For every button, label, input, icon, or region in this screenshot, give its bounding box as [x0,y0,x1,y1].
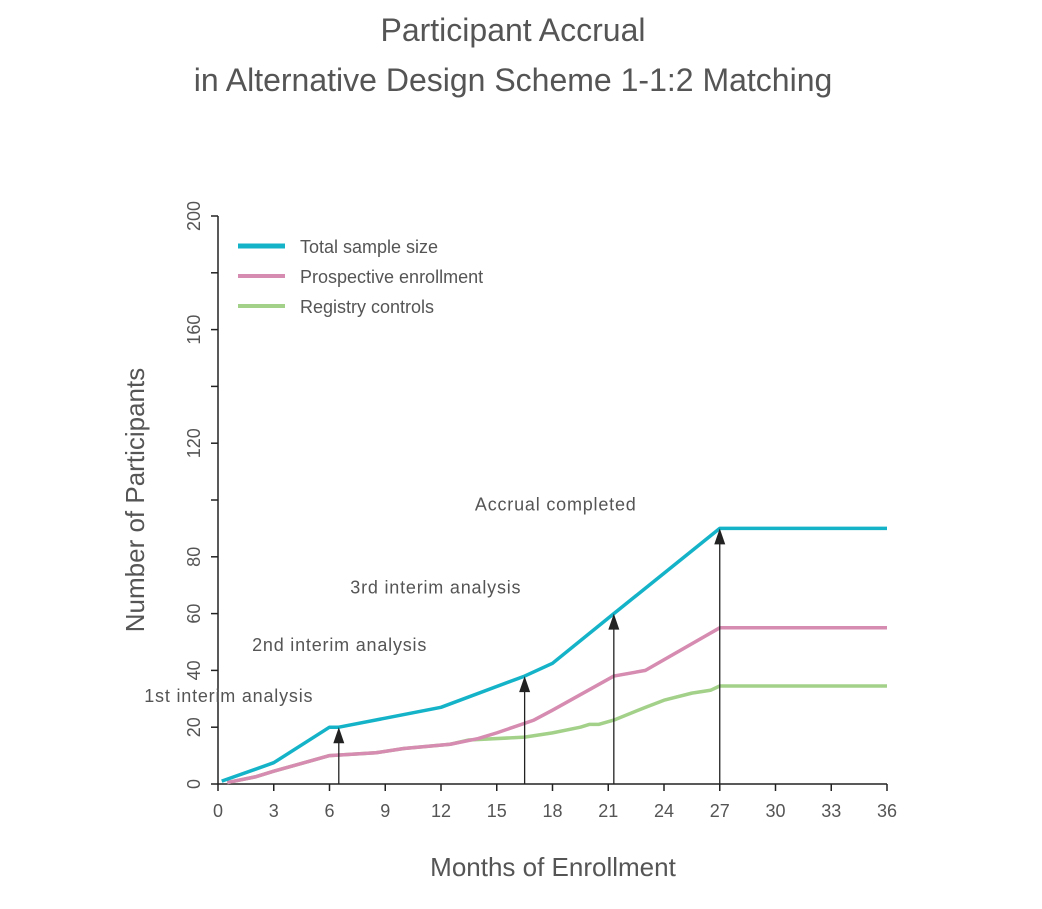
annotation-label: 1st interim analysis [144,686,313,706]
y-tick-label: 60 [184,604,204,624]
series-line-prospective-enrollment [226,626,887,785]
legend-label: Registry controls [300,297,434,317]
annotation-label: Accrual completed [475,494,637,514]
y-tick-label: 80 [184,547,204,567]
x-axis-label: Months of Enrollment [430,852,676,882]
x-tick-label: 18 [542,801,562,821]
x-tick-label: 24 [654,801,674,821]
annotation-arrow-head [519,676,531,693]
chart-title-line-2: in Alternative Design Scheme 1-1:2 Match… [193,62,833,98]
x-tick-label: 3 [269,801,279,821]
y-tick-label: 20 [184,717,204,737]
y-tick-label: 40 [184,660,204,680]
x-tick-label: 21 [598,801,618,821]
chart-title-line-1: Participant Accrual [380,12,646,48]
x-tick-label: 27 [710,801,730,821]
y-tick-label: 200 [184,201,204,231]
x-tick-label: 36 [877,801,897,821]
x-tick-label: 30 [765,801,785,821]
annotation-arrow-head [714,528,726,545]
annotation-arrow-head [333,727,345,744]
series-line-registry-controls [226,684,887,785]
legend-label: Prospective enrollment [300,267,483,287]
y-tick-label: 120 [184,428,204,458]
x-tick-label: 12 [431,801,451,821]
x-tick-label: 6 [324,801,334,821]
annotation-label: 2nd interim analysis [252,635,427,655]
y-tick-label: 160 [184,315,204,345]
y-axis-label: Number of Participants [120,368,150,632]
x-tick-label: 33 [821,801,841,821]
x-tick-label: 0 [213,801,223,821]
annotation-label: 3rd interim analysis [350,578,521,598]
legend-label: Total sample size [300,237,438,257]
annotation-arrow-head [608,613,620,630]
y-tick-label: 0 [184,779,204,789]
x-tick-label: 9 [380,801,390,821]
x-tick-label: 15 [487,801,507,821]
series-line-total-sample-size [221,526,887,783]
